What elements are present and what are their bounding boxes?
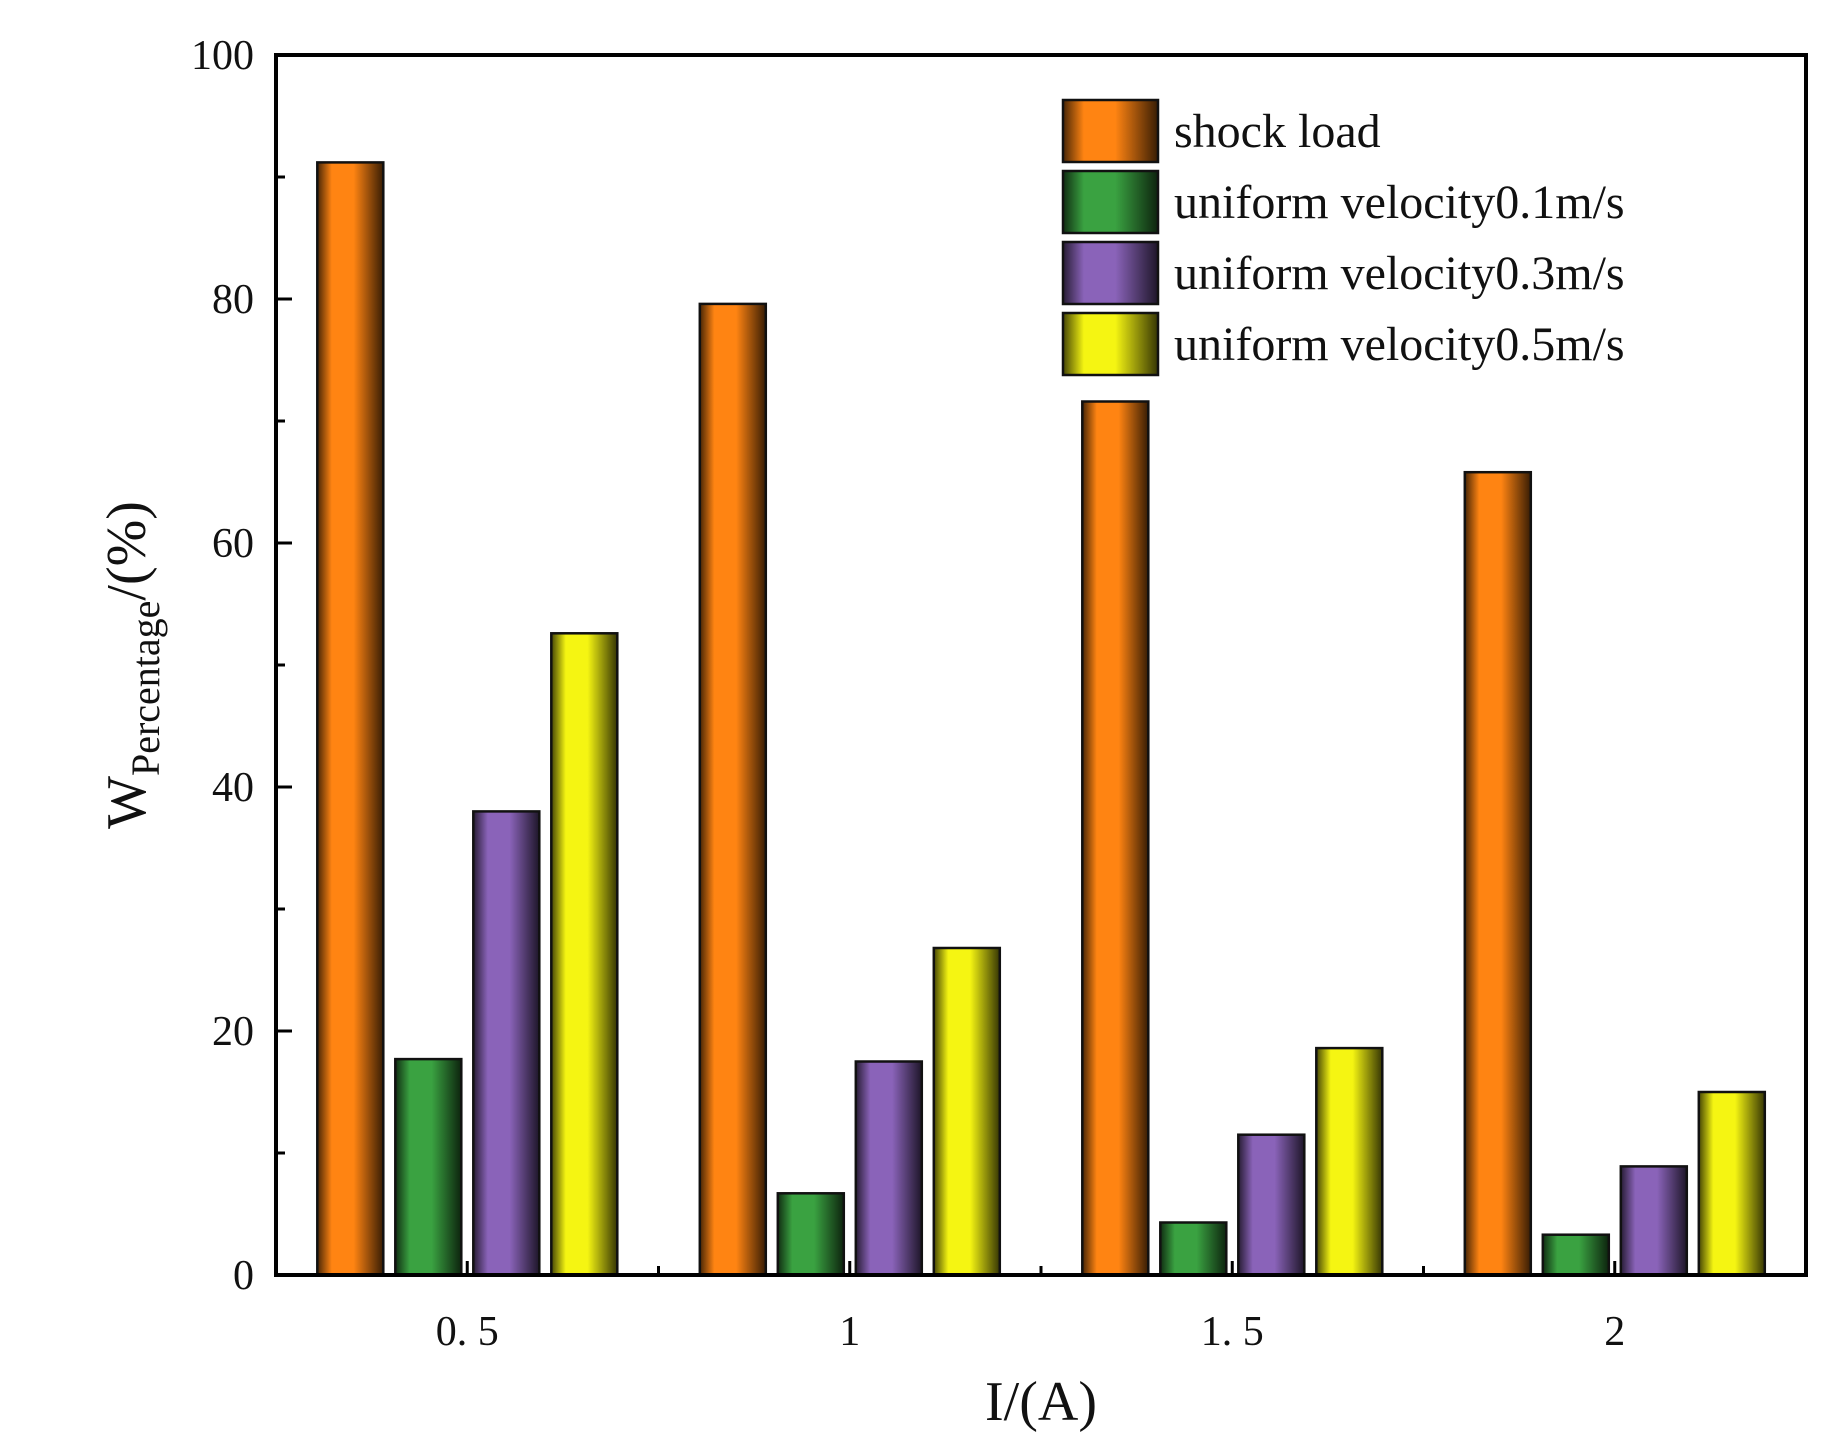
y-tick-label: 60: [212, 521, 254, 567]
legend-swatch-uniform-velocity0-5m-s: [1061, 311, 1160, 377]
bar-shock-load-2: [1463, 470, 1533, 1277]
legend-label-shock-load: shock load: [1174, 105, 1381, 158]
legend: shock load uniform velocity0.1m/s uniform …: [1061, 98, 1625, 377]
bar-uniform-velocity0-1m-s-0-5: [394, 1057, 463, 1277]
bar-shock-load-0-5: [316, 161, 385, 1277]
bar-shock-load-1-5: [1081, 400, 1150, 1277]
x-axis-label: I/(A): [985, 1371, 1097, 1433]
bar-uniform-velocity0-5m-s-2: [1697, 1090, 1767, 1277]
y-axis-label: WPercentage/(%): [96, 501, 168, 829]
ticks-layer: 0 20 40 60 80 100 0. 5 1 1. 5 2: [191, 33, 1625, 1355]
bar-uniform-velocity0-1m-s-1: [776, 1192, 846, 1277]
bar-uniform-velocity0-5m-s-1: [932, 946, 1002, 1277]
y-tick-label: 40: [212, 765, 254, 811]
y-tick-label: 20: [212, 1009, 254, 1055]
legend-label-uniform-velocity0-3m-s: uniform velocity0.3m/s: [1174, 247, 1625, 300]
bar-uniform-velocity0-3m-s-2: [1619, 1165, 1689, 1277]
y-axis-label-main: W: [96, 776, 158, 829]
x-tick-label: 1: [839, 1309, 860, 1355]
bar-uniform-velocity0-3m-s-1-5: [1237, 1133, 1306, 1277]
y-axis-label-subscript: Percentage: [123, 601, 168, 776]
bar-uniform-velocity0-5m-s-0-5: [550, 632, 619, 1277]
legend-label-uniform-velocity0-5m-s: uniform velocity0.5m/s: [1174, 318, 1625, 371]
bar-uniform-velocity0-1m-s-2: [1541, 1233, 1611, 1277]
x-tick-label: 0. 5: [436, 1309, 499, 1355]
x-tick-label: 2: [1604, 1309, 1625, 1355]
legend-swatch-shock-load: [1061, 98, 1160, 164]
y-tick-label: 80: [212, 277, 254, 323]
legend-swatch-uniform-velocity0-1m-s: [1061, 169, 1160, 235]
bar-shock-load-1: [698, 302, 768, 1277]
y-tick-label: 100: [191, 33, 254, 79]
bar-uniform-velocity0-5m-s-1-5: [1315, 1046, 1384, 1277]
x-tick-label: 1. 5: [1201, 1309, 1264, 1355]
bar-uniform-velocity0-1m-s-1-5: [1159, 1221, 1228, 1277]
legend-swatch-uniform-velocity0-3m-s: [1061, 240, 1160, 306]
y-tick-label: 0: [233, 1253, 254, 1299]
bar-uniform-velocity0-3m-s-0-5: [472, 810, 541, 1277]
y-axis-label-suffix: /(%): [96, 501, 158, 601]
legend-label-uniform-velocity0-1m-s: uniform velocity0.1m/s: [1174, 176, 1625, 229]
bar-uniform-velocity0-3m-s-1: [854, 1060, 924, 1277]
